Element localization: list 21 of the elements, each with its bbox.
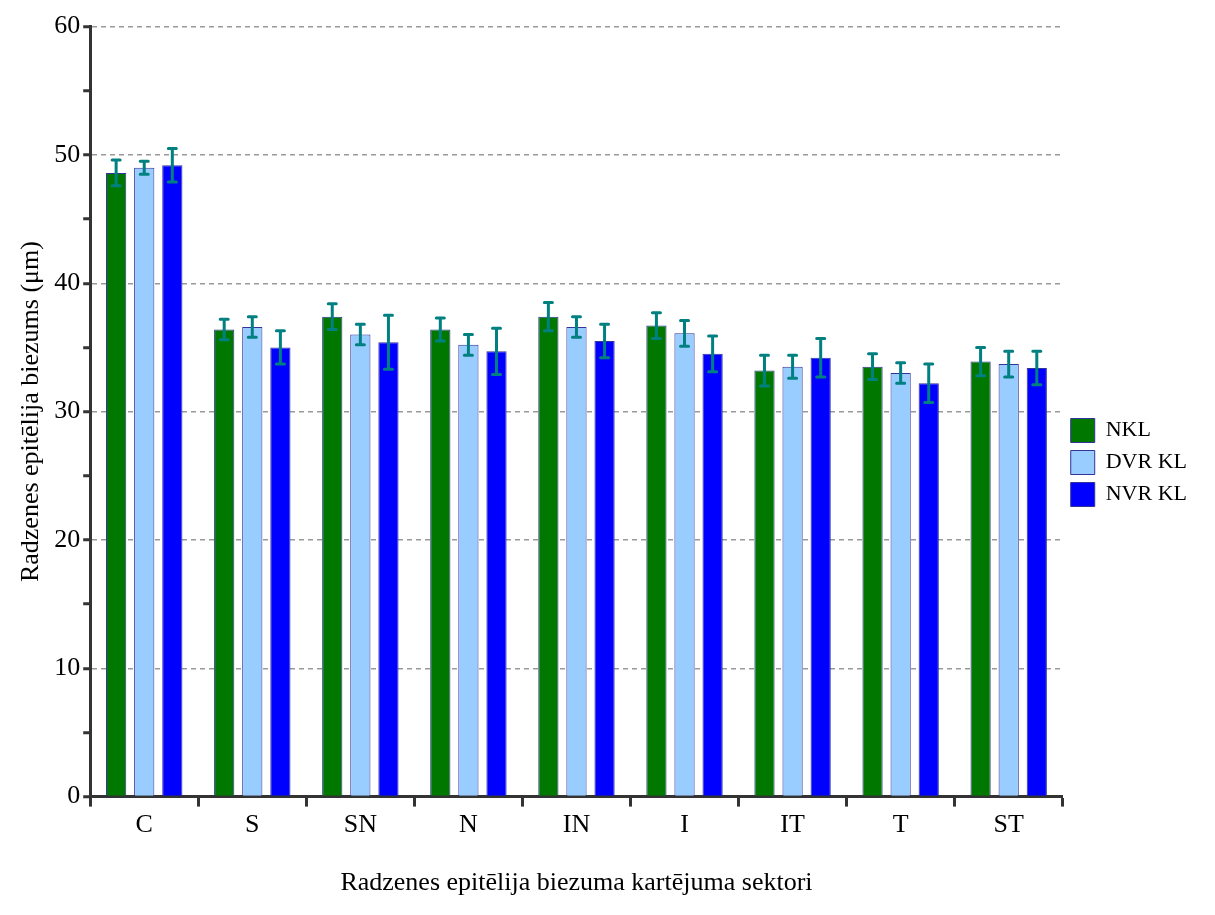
x-tick-label: IN — [562, 809, 591, 839]
x-axis-title: Radzenes epitēlija biezuma kartējuma sektori — [340, 867, 813, 897]
x-tick-label: I — [680, 809, 689, 839]
y-axis-title: Radzenes epitēlija biezums (μm) — [15, 241, 45, 583]
y-tick-label: 10 — [54, 652, 81, 682]
x-tick-label: C — [135, 809, 153, 839]
x-tick-label: ST — [993, 809, 1024, 839]
y-tick-label: 50 — [54, 138, 81, 168]
x-tick-label: T — [892, 809, 909, 839]
y-tick-label: 20 — [54, 523, 81, 553]
y-tick-label: 30 — [54, 395, 81, 425]
y-tick-label: 40 — [54, 267, 81, 297]
legend-label: NVR KL — [1105, 480, 1188, 506]
y-tick-label: 60 — [54, 10, 81, 40]
x-tick-label: N — [459, 809, 479, 839]
x-tick-label: S — [245, 809, 260, 839]
y-tick-label: 0 — [67, 780, 81, 810]
legend-label: NKL — [1105, 416, 1151, 442]
x-tick-label: IT — [780, 809, 805, 839]
legend-label: DVR KL — [1105, 448, 1188, 474]
x-tick-label: SN — [343, 809, 378, 839]
